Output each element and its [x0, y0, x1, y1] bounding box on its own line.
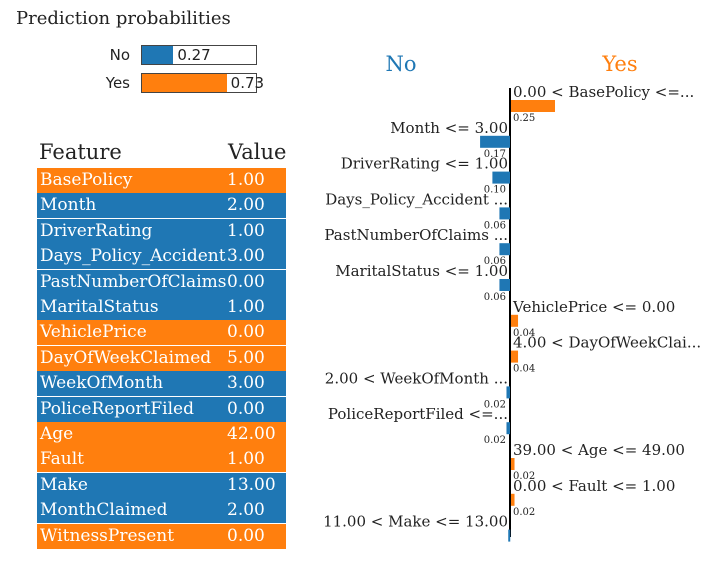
prob-value-yes: 0.73 [230, 74, 265, 92]
contribution-bar [492, 171, 510, 184]
contribution-value-label: 0.06 [484, 256, 506, 267]
feature-name: DriverRating [40, 220, 153, 241]
table-row: MaritalStatus 1.00 [37, 295, 286, 320]
contribution-value-label: 0.04 [513, 328, 535, 339]
contribution-bar [508, 529, 511, 542]
prob-label-no: No [109, 46, 130, 64]
condition-label: 0.00 < BasePolicy <=... [513, 83, 694, 101]
feature-name: Make [40, 474, 88, 495]
contribution-bar [511, 314, 519, 327]
table-row: DayOfWeekClaimed 5.00 [37, 345, 286, 371]
condition-label: 11.00 < Make <= 13.00 [323, 513, 508, 531]
feature-value: 0.00 [227, 271, 265, 292]
contribution-value-label: 0.04 [513, 364, 535, 375]
feature-value: 2.00 [227, 195, 265, 216]
feature-name: WitnessPresent [40, 525, 175, 546]
feature-name: PastNumberOfClaims [40, 271, 227, 292]
condition-label: Month <= 3.00 [390, 119, 508, 137]
table-row: Age 42.00 [37, 422, 286, 447]
contribution-value-label: 0.02 [513, 471, 535, 482]
feature-value: 2.00 [227, 500, 265, 521]
class-label-yes: Yes [601, 52, 637, 76]
feature-name: Age [40, 424, 74, 444]
table-row: DriverRating 1.00 [37, 218, 286, 244]
condition-label: PoliceReportFiled <=... [328, 405, 508, 423]
feature-value: 42.00 [227, 424, 276, 444]
table-row: Make 13.00 [37, 472, 286, 498]
table-row: WitnessPresent 0.00 [37, 523, 286, 549]
prob-bar-fill [142, 46, 174, 64]
feature-value: 1.00 [227, 449, 265, 470]
feature-column-header: Feature [39, 140, 122, 164]
prob-bar-fill [142, 74, 227, 92]
table-row: Month 2.00 [37, 193, 286, 219]
contribution-bar [511, 350, 519, 363]
feature-value: 5.00 [227, 347, 265, 368]
feature-value: 0.00 [227, 322, 265, 343]
table-row: WeekOfMonth 3.00 [37, 371, 286, 397]
table-row: PoliceReportFiled 0.00 [37, 396, 286, 422]
contribution-bar [511, 458, 515, 470]
table-row: Days_Policy_Accident 3.00 [37, 244, 286, 270]
contribution-value-label: 0.10 [484, 185, 506, 196]
condition-label: Days_Policy_Accident ... [325, 190, 508, 208]
feature-name: WeekOfMonth [40, 373, 164, 394]
feature-name: DayOfWeekClaimed [40, 347, 212, 368]
feature-value: 0.00 [227, 525, 265, 546]
contribution-value-label: 0.02 [484, 399, 506, 410]
condition-label: MaritalStatus <= 1.00 [335, 262, 508, 280]
feature-value: 1.00 [227, 297, 265, 317]
feature-name: Fault [40, 449, 84, 470]
condition-label: 2.00 < WeekOfMonth ... [325, 369, 508, 387]
feature-value: 3.00 [227, 246, 265, 267]
prob-value-no: 0.27 [177, 46, 211, 64]
feature-name: BasePolicy [40, 170, 133, 190]
condition-label: 0.00 < Fault <= 1.00 [513, 477, 675, 495]
feature-name: Month [40, 195, 97, 216]
prob-bar-yes [141, 73, 257, 93]
condition-label: 4.00 < DayOfWeekClai... [513, 334, 701, 352]
contribution-value-label: 0.02 [484, 435, 506, 446]
feature-name: MonthClaimed [40, 500, 168, 521]
contribution-bar [506, 422, 510, 435]
contribution-value-label: 0.02 [513, 507, 535, 518]
feature-name: MaritalStatus [40, 297, 159, 317]
table-row: MonthClaimed 2.00 [37, 498, 286, 524]
condition-label: VehiclePrice <= 0.00 [512, 298, 675, 316]
contribution-bar [499, 279, 510, 291]
prediction-probabilities-title: Prediction probabilities [16, 8, 231, 29]
class-label-no: No [385, 52, 416, 76]
value-column-header: Value [228, 140, 287, 164]
feature-value: 3.00 [227, 373, 265, 394]
contribution-bar [511, 493, 515, 506]
table-row: Fault 1.00 [37, 447, 286, 473]
condition-label: DriverRating <= 1.00 [341, 155, 508, 173]
contribution-bar [499, 243, 510, 256]
condition-label: 39.00 < Age <= 49.00 [513, 441, 685, 459]
contribution-bar [499, 207, 510, 220]
prob-bar-no [141, 45, 257, 65]
feature-value: 1.00 [227, 220, 265, 241]
contribution-bar [511, 100, 555, 112]
table-row: VehiclePrice 0.00 [37, 320, 286, 346]
contribution-value-label: 0.25 [513, 113, 535, 124]
contribution-value-label: 0.06 [484, 292, 506, 303]
table-row: BasePolicy 1.00 [37, 168, 286, 193]
contribution-value-label: 0.17 [484, 149, 506, 160]
feature-value: 0.00 [227, 398, 265, 419]
feature-name: Days_Policy_Accident [40, 246, 226, 267]
prob-label-yes: Yes [105, 74, 130, 92]
feature-name: PoliceReportFiled [40, 398, 194, 419]
condition-label: PastNumberOfClaims ... [324, 226, 508, 244]
table-row: PastNumberOfClaims 0.00 [37, 269, 286, 295]
feature-name: VehiclePrice [40, 322, 147, 343]
contribution-value-label: 0.06 [484, 220, 506, 231]
contribution-bar [506, 386, 510, 399]
feature-value: 1.00 [227, 170, 265, 190]
contribution-bar [480, 135, 510, 148]
feature-value: 13.00 [227, 474, 276, 495]
